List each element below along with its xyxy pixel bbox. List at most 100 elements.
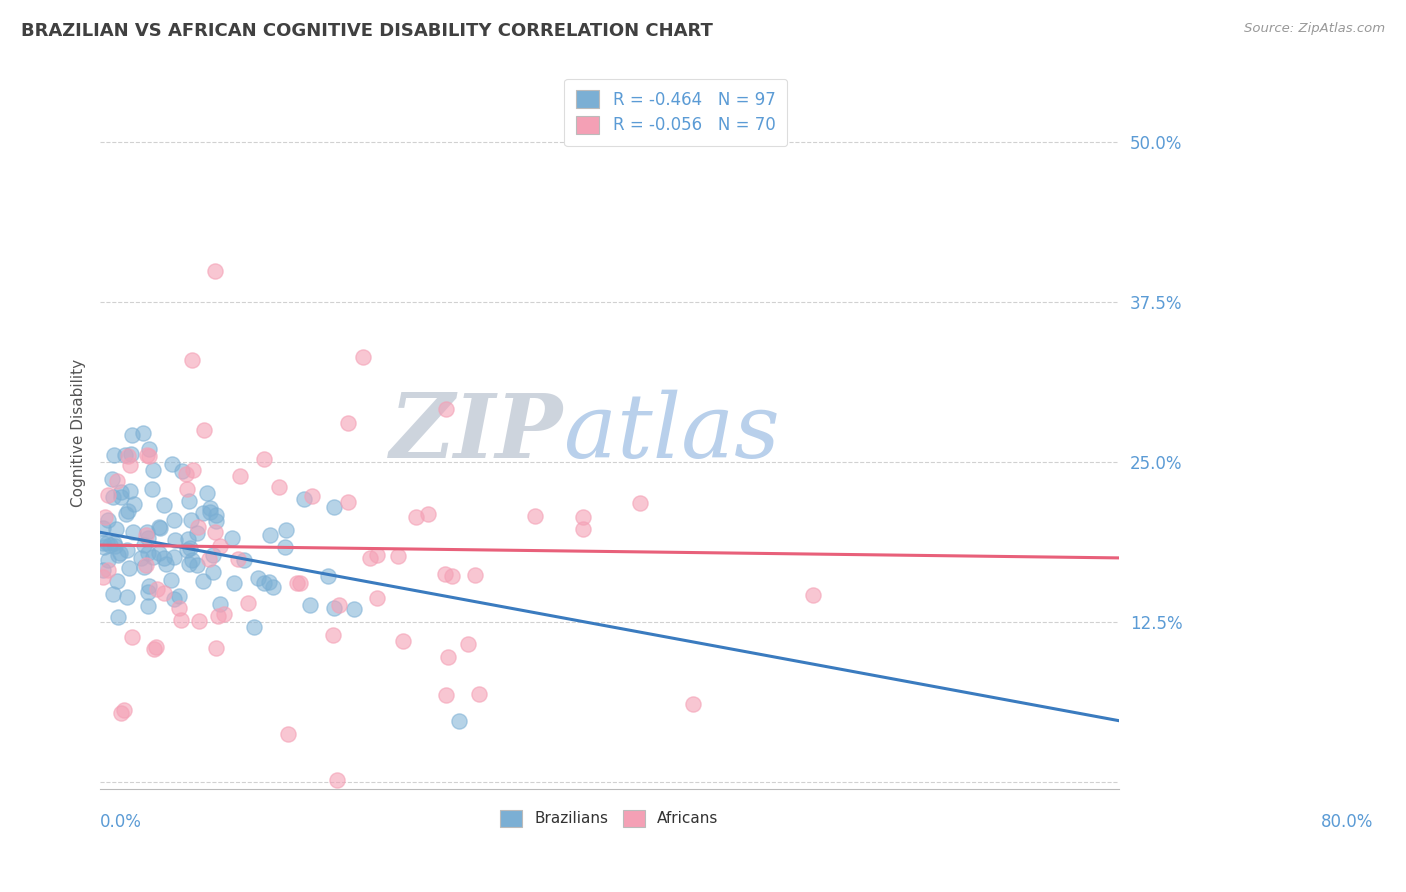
Point (105, 474, 128, 488)
Point (155, 558, 177, 572)
Point (167, 589, 190, 603)
Point (468, 687, 491, 701)
Point (387, 549, 409, 563)
Text: BRAZILIAN VS AFRICAN COGNITIVE DISABILITY CORRELATION CHART: BRAZILIAN VS AFRICAN COGNITIVE DISABILIT… (21, 22, 713, 40)
Point (208, 597, 231, 611)
Point (437, 650, 460, 665)
Text: 0.0%: 0.0% (100, 814, 142, 831)
Point (405, 510, 427, 524)
Point (343, 602, 366, 616)
Point (222, 575, 245, 590)
Point (290, 576, 312, 591)
Point (120, 447, 142, 461)
Point (246, 571, 269, 585)
Point (434, 567, 457, 582)
Point (101, 587, 124, 601)
Point (112, 703, 135, 717)
Point (337, 416, 360, 430)
Point (441, 568, 464, 582)
Point (195, 486, 218, 500)
Point (236, 596, 259, 610)
Point (262, 580, 284, 594)
Point (285, 576, 308, 591)
Text: 80.0%: 80.0% (1320, 814, 1374, 831)
Point (328, 598, 350, 612)
Point (572, 522, 595, 536)
Point (110, 485, 132, 500)
Point (201, 565, 224, 579)
Point (316, 569, 339, 583)
Point (179, 541, 201, 555)
Point (143, 642, 166, 657)
Point (138, 579, 160, 593)
Point (153, 586, 176, 600)
Point (142, 550, 165, 565)
Point (416, 508, 439, 522)
Point (136, 546, 159, 560)
Point (253, 576, 276, 591)
Point (145, 640, 167, 655)
Point (204, 525, 226, 540)
Point (434, 688, 457, 702)
Point (186, 526, 208, 541)
Point (136, 532, 159, 546)
Point (163, 513, 186, 527)
Point (180, 553, 202, 567)
Point (159, 573, 181, 587)
Point (198, 552, 221, 566)
Point (149, 520, 172, 534)
Point (204, 640, 226, 655)
Point (193, 423, 215, 437)
Point (108, 546, 131, 560)
Point (110, 706, 132, 721)
Point (434, 401, 457, 416)
Point (142, 463, 165, 477)
Point (132, 426, 155, 441)
Point (129, 551, 152, 566)
Point (93, 541, 115, 555)
Point (682, 698, 704, 712)
Point (259, 528, 281, 542)
Point (191, 506, 214, 520)
Point (100, 471, 122, 485)
Point (105, 522, 128, 536)
Point (91, 570, 114, 584)
Point (135, 528, 157, 542)
Point (177, 494, 200, 508)
Point (138, 442, 160, 456)
Point (191, 574, 214, 589)
Point (204, 264, 226, 278)
Point (277, 727, 299, 741)
Point (447, 714, 470, 728)
Point (242, 620, 264, 634)
Point (181, 463, 204, 477)
Point (163, 591, 186, 606)
Point (160, 458, 183, 472)
Point (107, 574, 129, 588)
Text: ZIP: ZIP (389, 390, 564, 476)
Point (322, 500, 344, 515)
Point (267, 480, 290, 494)
Point (120, 483, 142, 498)
Point (174, 467, 197, 481)
Point (322, 628, 344, 642)
Point (201, 548, 224, 562)
Point (97, 513, 120, 527)
Point (114, 448, 136, 462)
Point (181, 353, 204, 368)
Point (97, 553, 120, 567)
Point (170, 464, 193, 478)
Point (198, 505, 221, 519)
Point (138, 449, 160, 463)
Point (229, 469, 252, 483)
Point (208, 539, 231, 553)
Point (457, 637, 479, 651)
Point (146, 582, 169, 596)
Point (118, 458, 141, 473)
Text: Source: ZipAtlas.com: Source: ZipAtlas.com (1244, 22, 1385, 36)
Point (366, 591, 388, 606)
Point (98, 538, 121, 552)
Point (187, 614, 209, 628)
Point (104, 539, 127, 553)
Point (207, 608, 229, 623)
